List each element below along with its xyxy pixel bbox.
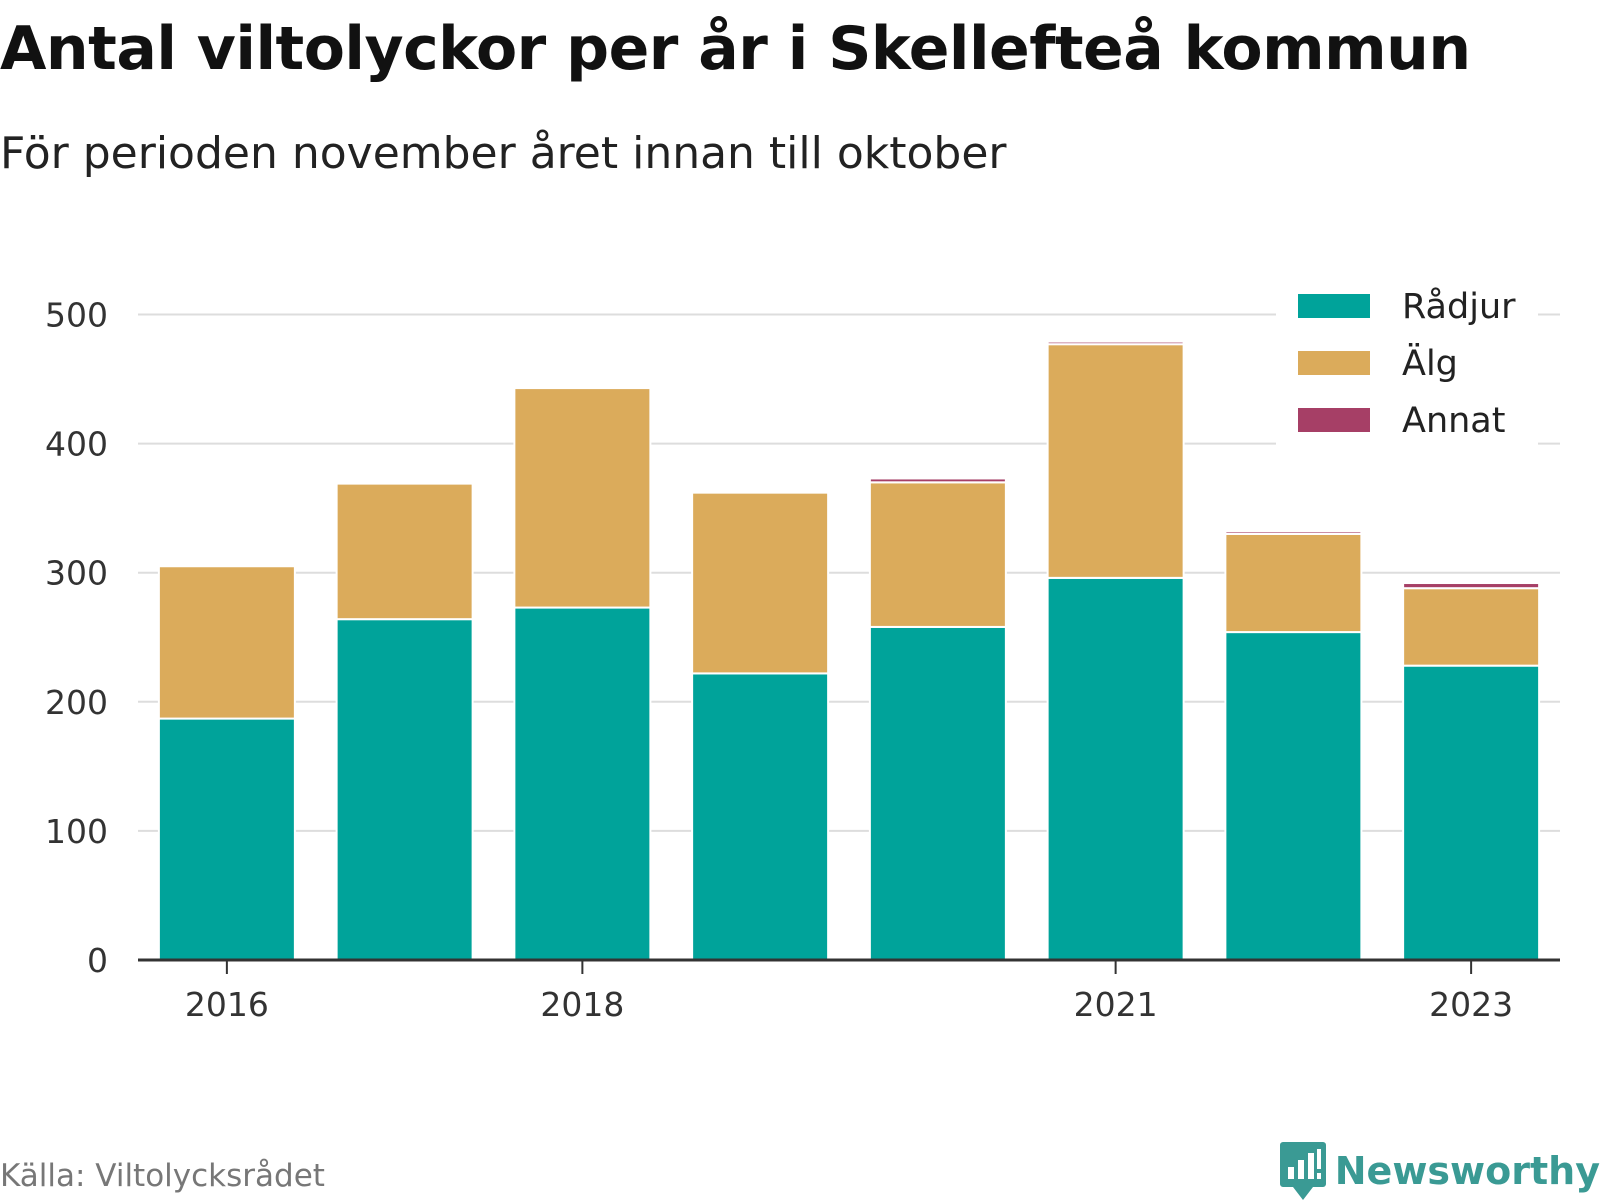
y-tick-label: 400 [45, 425, 108, 464]
legend-label: Annat [1402, 401, 1505, 441]
y-tick-label: 100 [45, 812, 108, 851]
bar-segment-2022-1 [1224, 532, 1363, 634]
bar-segment-2022-0 [1224, 631, 1363, 961]
bar-segment-2023-2 [1402, 582, 1541, 590]
y-tick-label: 200 [45, 683, 108, 722]
bar-segment-2021-0 [1046, 576, 1185, 961]
bar-segment-2021-2 [1046, 340, 1185, 346]
bar-segment-2020-0 [868, 625, 1007, 961]
bar-segment-2022-2 [1224, 530, 1363, 535]
bar-segment-2016-1 [157, 565, 296, 720]
y-tick-label: 500 [45, 296, 108, 335]
chart-subtitle: För perioden november året innan till ok… [0, 128, 1007, 179]
x-axis-ticks: 2016 2018 2021 2023 [185, 960, 1513, 1024]
brand-logo: Newsworthy [1279, 1140, 1600, 1202]
bar-segment-2019-0 [691, 672, 830, 961]
bar-segment-2023-1 [1402, 587, 1541, 667]
brand-name: Newsworthy [1334, 1149, 1600, 1193]
legend-swatch [1298, 408, 1370, 432]
bar-segment-2016-0 [157, 717, 296, 962]
bars [157, 340, 1541, 962]
bar-segment-2018-1 [513, 387, 652, 609]
y-tick-label: 300 [45, 554, 108, 593]
legend: Rådjur Älg Annat [1276, 272, 1538, 448]
bar-chart-speech-bubble-icon [1279, 1142, 1326, 1200]
chart-title: Antal viltolyckor per år i Skellefteå ko… [0, 14, 1471, 84]
legend-label: Älg [1402, 342, 1458, 384]
bar-segment-2020-2 [868, 477, 1007, 484]
bar-segment-2021-1 [1046, 343, 1185, 579]
y-axis-ticks: 0 100 200 300 400 500 [45, 296, 108, 981]
bar-segment-2018-0 [513, 606, 652, 961]
source-note: Källa: Viltolycksrådet [0, 1158, 325, 1194]
legend-swatch [1298, 351, 1370, 375]
bar-segment-2017-1 [335, 482, 474, 621]
y-tick-label: 0 [87, 941, 108, 980]
bar-segment-2019-1 [691, 491, 830, 675]
x-tick-label: 2016 [185, 985, 269, 1024]
x-tick-label: 2018 [540, 985, 624, 1024]
bar-segment-2017-0 [335, 618, 474, 962]
bar-segment-2023-0 [1402, 664, 1541, 961]
legend-swatch [1298, 294, 1370, 318]
bar-segment-2020-1 [868, 481, 1007, 628]
legend-label: Rådjur [1402, 286, 1516, 327]
x-tick-label: 2023 [1429, 985, 1513, 1024]
x-tick-label: 2021 [1074, 985, 1158, 1024]
